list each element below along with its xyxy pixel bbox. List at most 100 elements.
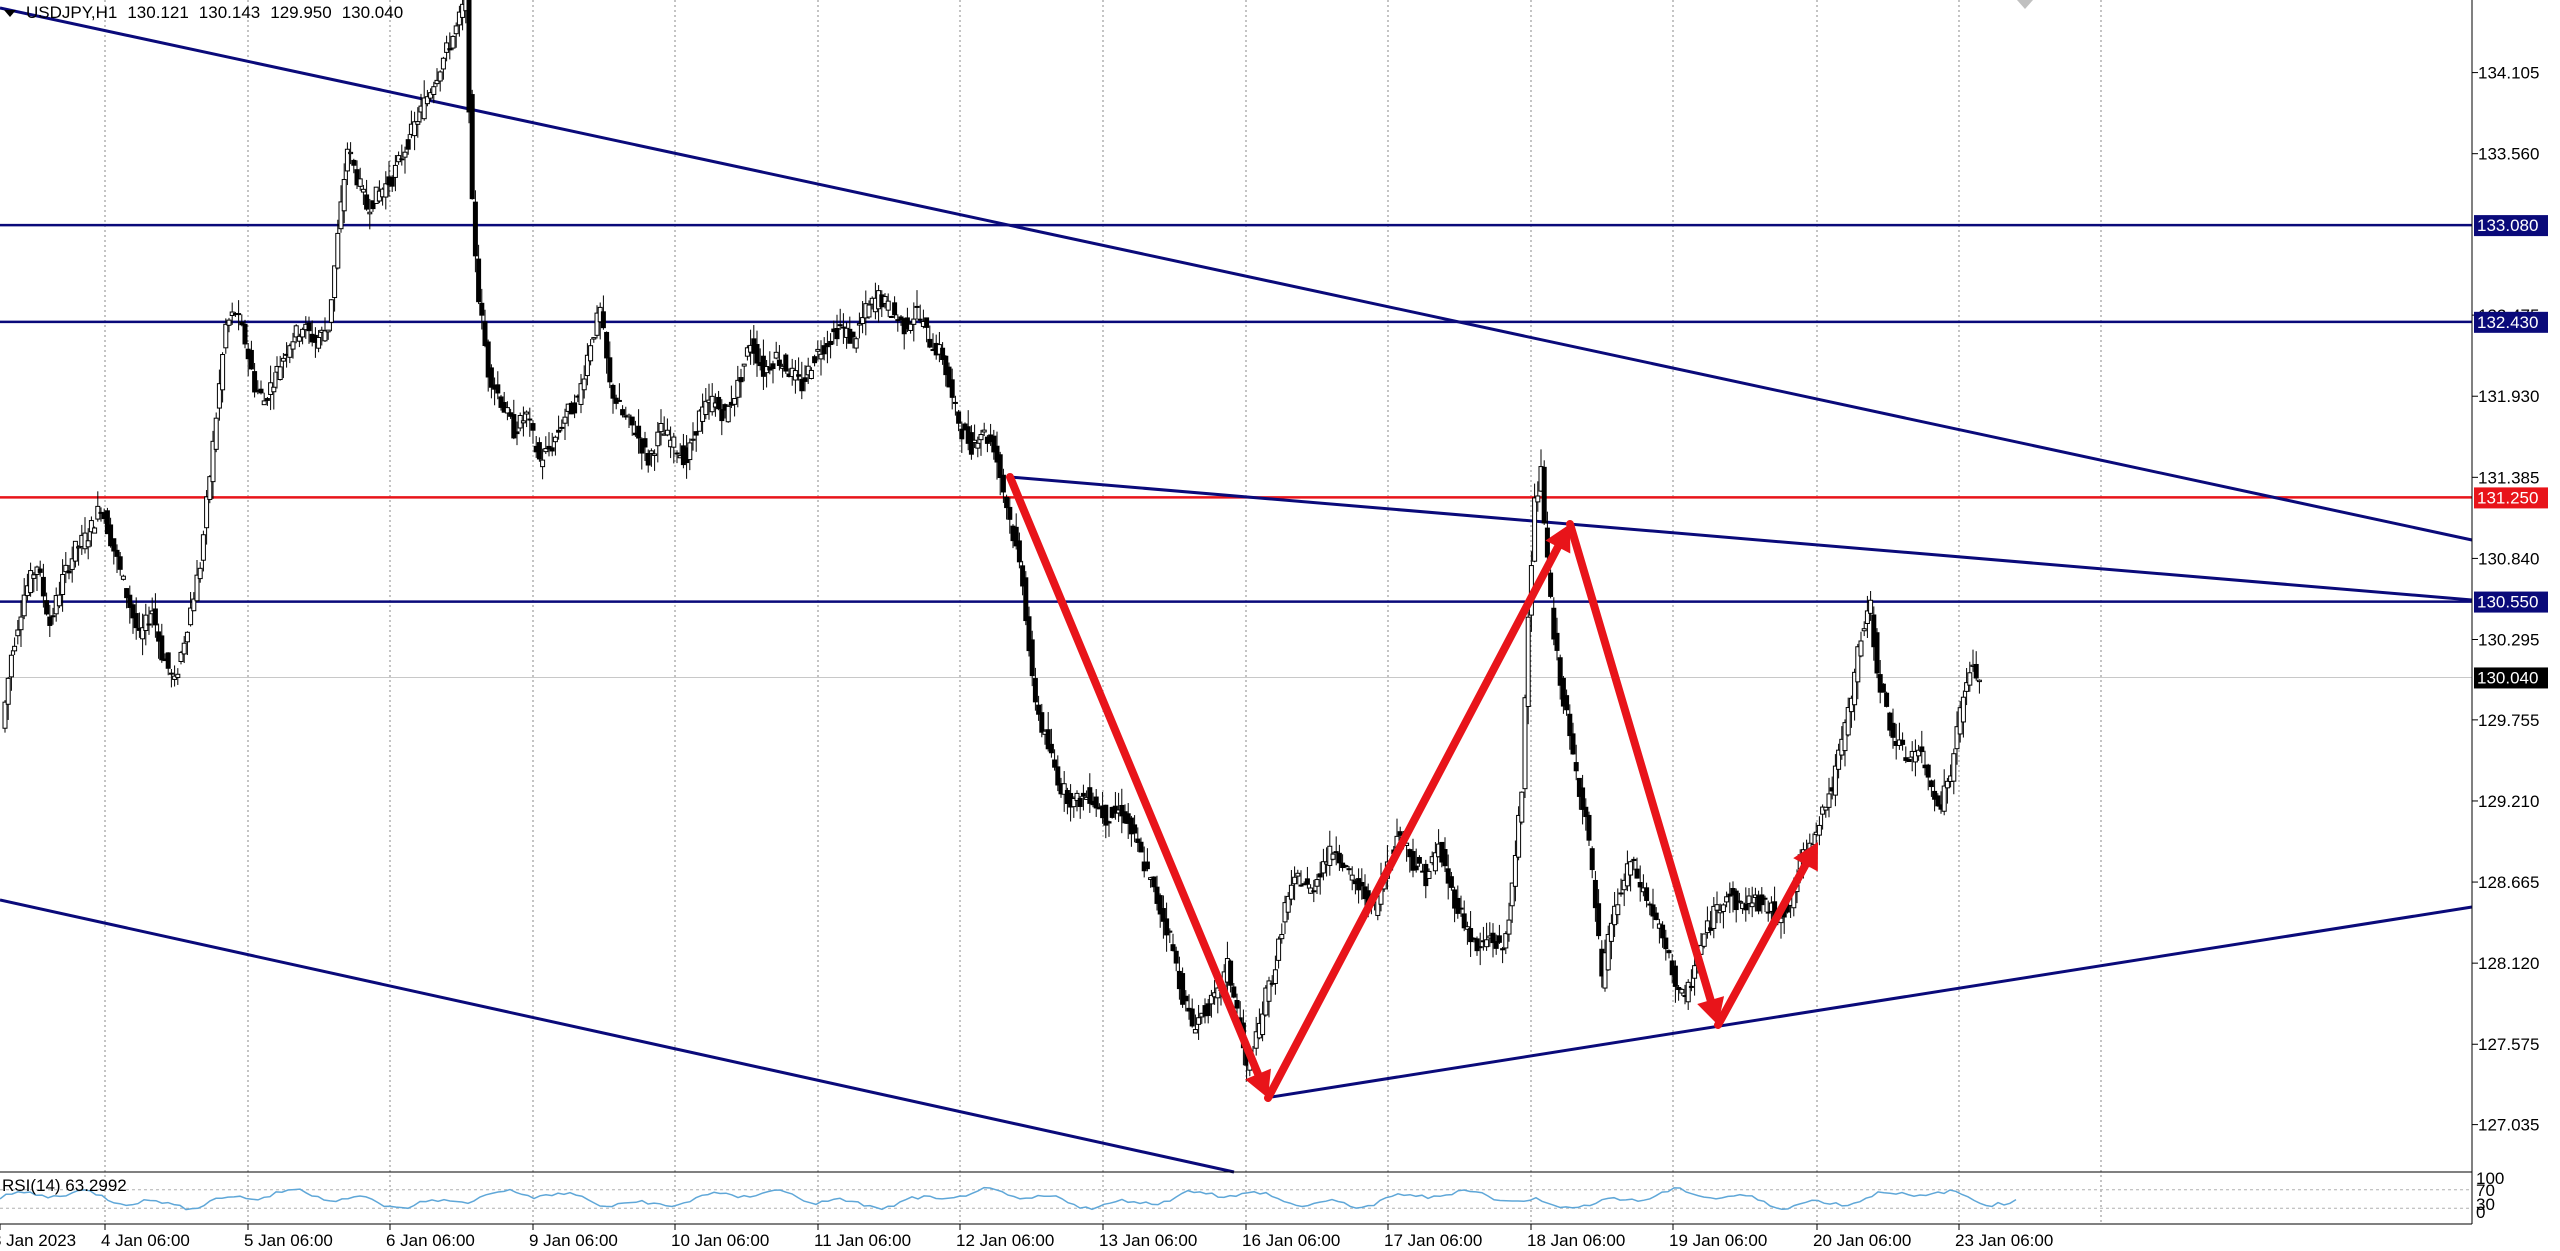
trendline-upper-channel[interactable] [0,6,2473,542]
pattern-arrow-shaft[interactable] [1714,860,1810,1029]
pattern-arrows[interactable] [1006,473,1818,1102]
candle-body [1180,973,1186,1005]
trendlines[interactable] [0,6,2473,1174]
candle-body [1132,824,1138,834]
candle-body [348,151,354,155]
candle-body [940,347,946,360]
candle-body [690,438,696,441]
candle-body [450,35,456,49]
candle-body [645,453,651,466]
rsi-tick-label: 100 [2476,1169,2504,1188]
candle-body [1455,897,1461,914]
candle-body [88,520,94,533]
candle-body [111,538,117,552]
candle-body [1167,930,1173,933]
candle-body [258,388,264,394]
pattern-arrow-shaft[interactable] [1566,520,1715,1005]
candle-body [1749,902,1755,908]
candle-body [28,570,34,594]
pattern-arrow-shaft[interactable] [1264,543,1562,1102]
candle-body [1157,895,1163,915]
pattern-arrow-head[interactable] [1793,842,1818,872]
time-tick-label: 16 Jan 06:00 [1242,1231,1340,1250]
price-tick-label: 129.755 [2478,711,2539,730]
candle-body [540,459,546,468]
price-level-tag-label: 130.550 [2477,593,2538,612]
candle-body [1448,876,1454,888]
candle-body [956,411,962,424]
candle-body [1759,894,1765,906]
candle-body [223,323,229,349]
candle-body [1951,753,1957,782]
time-tick-label: 23 Jan 06:00 [1955,1231,2053,1250]
candle-body [316,337,322,349]
candle-body [1746,895,1752,905]
candle-body [1516,814,1522,858]
candle-body [802,377,808,382]
candle-body [415,121,421,125]
candle-body [770,363,776,370]
trendline-triangle-bottom[interactable] [1264,905,2473,1100]
time-tick-label: 5 Jan 06:00 [244,1231,333,1250]
candle-body [674,452,680,455]
candle-body [1864,610,1870,624]
candle-body [1554,632,1560,651]
candle-body [1685,981,1691,1003]
candle-body [328,299,334,323]
pattern-arrow-head[interactable] [1245,1068,1271,1098]
candle-body [511,414,517,439]
candle-body [252,371,258,393]
pattern-arrow-head[interactable] [1697,996,1725,1025]
candle-body [1192,1029,1198,1034]
candle-body [914,305,920,308]
candle-body [812,356,818,364]
candle-body [335,232,341,269]
candle-body [735,379,741,398]
candle-body [972,439,978,444]
price-level-tag [2474,311,2548,333]
candle-body [1884,692,1890,707]
candle-body [1119,804,1125,817]
candle-body [1820,806,1826,815]
pattern-arrow-head[interactable] [1545,524,1571,554]
candle-body [1442,849,1448,867]
candle-body [424,96,430,105]
chart-shift-marker[interactable] [2017,0,2033,9]
candle-body [584,354,590,377]
candle-body [1052,759,1058,768]
price-tick-label: 128.120 [2478,954,2539,973]
candle-body [1663,937,1669,950]
trendline-triangle-top[interactable] [1009,475,2473,602]
chart-menu-caret-icon[interactable] [4,9,16,17]
candle-body [703,400,709,416]
candle-body [1087,787,1093,804]
candle-body [402,151,408,158]
candle-body [1276,938,1282,961]
candle-body [1253,1031,1259,1049]
candle-body [959,428,965,440]
candle-body [1013,526,1019,547]
candle-body [332,265,338,299]
open-value: 130.121 [127,3,189,22]
candle-body [1103,804,1109,826]
candle-body [1567,713,1573,737]
candle-body [1522,697,1528,790]
pattern-arrow-shaft[interactable] [1006,473,1263,1078]
candle-body [152,608,158,626]
candle-body [405,139,411,150]
candle-body [40,576,46,597]
candle-body [543,448,549,453]
time-tick-label: 20 Jan 06:00 [1813,1231,1911,1250]
candle-body [264,398,270,401]
candle-body [104,510,110,535]
candle-body [242,323,248,345]
trendline-lower-channel[interactable] [0,898,1235,1174]
candle-body [338,201,344,230]
candle-body [1932,790,1938,800]
candle-body [344,148,350,172]
candle-body [866,304,872,318]
candle-body [1580,787,1586,810]
candle-body [834,327,840,340]
candle-body [1509,882,1515,907]
